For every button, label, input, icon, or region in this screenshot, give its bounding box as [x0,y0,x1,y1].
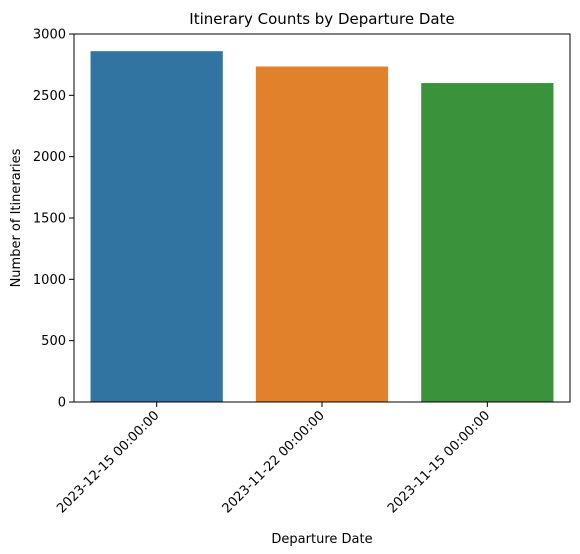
x-tick-label-0: 2023-12-15 00:00:00 [54,408,162,516]
y-tick-label-4: 2000 [33,150,66,165]
chart-title: Itinerary Counts by Departure Date [189,10,454,28]
y-tick-label-0: 0 [58,396,66,411]
y-axis-title: Number of Itineraries [9,148,24,287]
bars-group [90,51,554,403]
x-axis-title: Departure Date [271,532,372,547]
x-tick-label-2: 2023-11-15 00:00:00 [385,408,493,516]
x-tick-label-1: 2023-11-22 00:00:00 [220,408,328,516]
y-tick-label-6: 3000 [33,28,66,43]
bar-0 [90,51,223,402]
bar-2 [421,83,554,403]
y-tick-label-3: 1500 [33,212,66,227]
y-axis: 0 500 1000 1500 2000 2500 3000 [33,28,74,411]
y-tick-label-1: 500 [41,334,66,349]
x-axis: 2023-12-15 00:00:00 2023-11-22 00:00:00 20… [54,402,493,516]
y-tick-label-5: 2500 [33,89,66,104]
bar-1 [255,66,389,403]
y-tick-label-2: 1000 [33,273,66,288]
